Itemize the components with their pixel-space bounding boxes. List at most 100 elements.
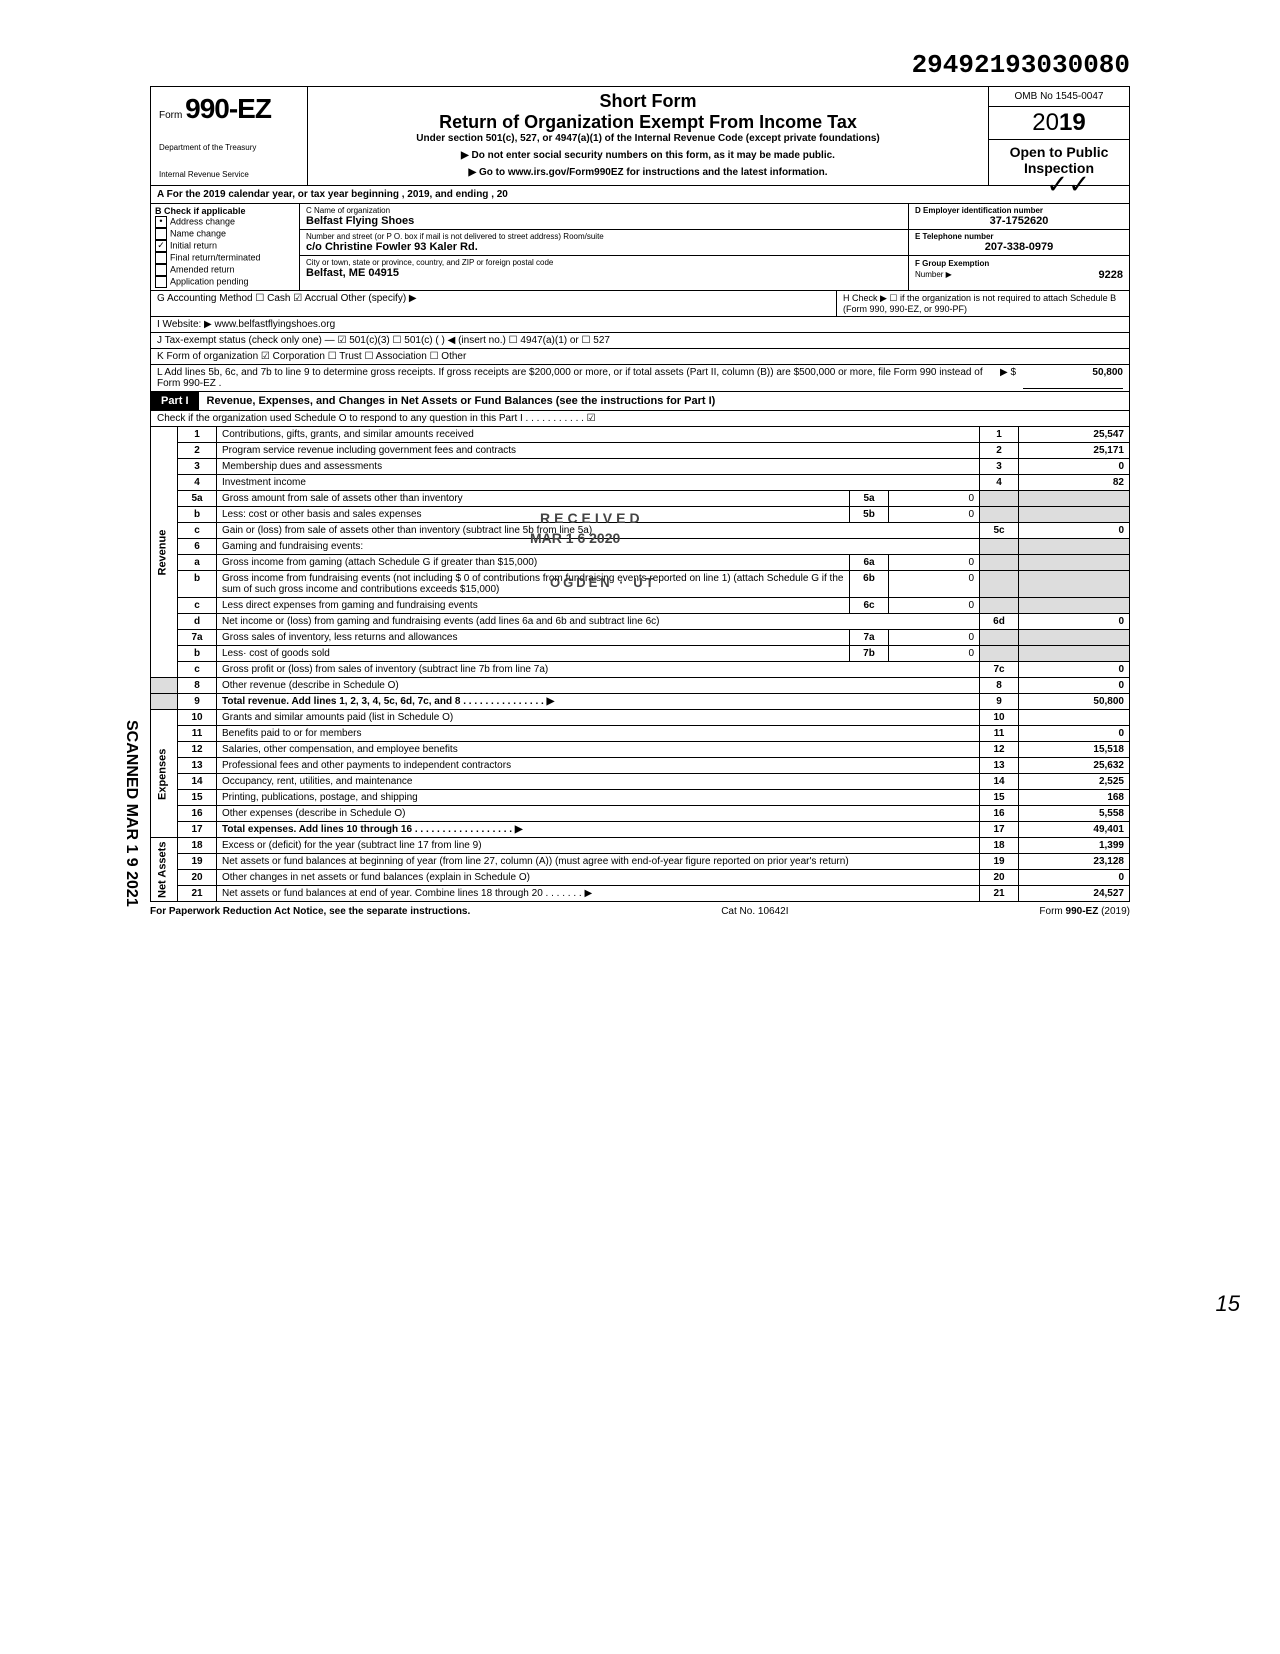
line-5c-num: c xyxy=(178,523,217,539)
col-f-group-label: F Group Exemption xyxy=(915,259,989,268)
line-6b-num: b xyxy=(178,571,217,598)
row-l-amount: 50,800 xyxy=(1023,367,1123,389)
side-label-revenue: Revenue xyxy=(151,427,178,678)
line-9-box: 9 xyxy=(980,694,1019,710)
line-6c-text: Less direct expenses from gaming and fun… xyxy=(217,598,850,614)
line-7b-midbox: 7b xyxy=(850,646,889,662)
line-6c-midval: 0 xyxy=(889,598,980,614)
line-11-amt: 0 xyxy=(1019,726,1130,742)
col-d-ein-label: D Employer identification number xyxy=(915,206,1123,215)
line-6a-num: a xyxy=(178,555,217,571)
stamp-received: RECEIVED xyxy=(540,510,644,526)
line-14-text: Occupancy, rent, utilities, and maintena… xyxy=(217,774,980,790)
line-7a-midval: 0 xyxy=(889,630,980,646)
part-1-check: Check if the organization used Schedule … xyxy=(150,411,1130,427)
form-number: 990-EZ xyxy=(185,93,271,124)
line-1-box: 1 xyxy=(980,427,1019,443)
line-12-box: 12 xyxy=(980,742,1019,758)
line-2-amt: 25,171 xyxy=(1019,443,1130,459)
col-f-number-label: Number ▶ xyxy=(915,270,952,279)
line-5c-box: 5c xyxy=(980,523,1019,539)
checkbox-name-change[interactable] xyxy=(155,228,167,240)
line-12-num: 12 xyxy=(178,742,217,758)
line-4-num: 4 xyxy=(178,475,217,491)
year-suffix: 19 xyxy=(1059,109,1086,136)
line-14-num: 14 xyxy=(178,774,217,790)
section-b-c-d-e: B Check if applicable •Address change Na… xyxy=(150,204,1130,291)
line-6d-text: Net income or (loss) from gaming and fun… xyxy=(217,614,980,630)
line-5b-midbox: 5b xyxy=(850,507,889,523)
checkbox-amended[interactable] xyxy=(155,264,167,276)
row-h-schedule-b: H Check ▶ ☐ if the organization is not r… xyxy=(836,291,1130,317)
dept-irs: Internal Revenue Service xyxy=(159,170,299,179)
line-14-box: 14 xyxy=(980,774,1019,790)
page-number: 15 xyxy=(0,1291,1240,1317)
line-15-num: 15 xyxy=(178,790,217,806)
checkbox-final-return[interactable] xyxy=(155,252,167,264)
line-11-text: Benefits paid to or for members xyxy=(217,726,980,742)
page-footer: For Paperwork Reduction Act Notice, see … xyxy=(150,902,1130,921)
line-19-box: 19 xyxy=(980,854,1019,870)
line-4-amt: 82 xyxy=(1019,475,1130,491)
row-g-accounting: G Accounting Method ☐ Cash ☑ Accrual Oth… xyxy=(150,291,836,317)
stamp-date: MAR 1 6 2020 xyxy=(530,530,620,546)
line-18-amt: 1,399 xyxy=(1019,838,1130,854)
ssn-warning: ▶ Do not enter social security numbers o… xyxy=(314,150,982,161)
stamp-ogden: OGDEN · UT xyxy=(550,575,657,590)
line-10-num: 10 xyxy=(178,710,217,726)
row-l-text: L Add lines 5b, 6c, and 7b to line 9 to … xyxy=(157,367,993,389)
line-7b-text: Less· cost of goods sold xyxy=(217,646,850,662)
line-5c-amt: 0 xyxy=(1019,523,1130,539)
line-18-text: Excess or (deficit) for the year (subtra… xyxy=(217,838,980,854)
line-20-text: Other changes in net assets or fund bala… xyxy=(217,870,980,886)
row-a-tax-year: A For the 2019 calendar year, or tax yea… xyxy=(150,186,1130,204)
line-7c-text: Gross profit or (loss) from sales of inv… xyxy=(217,662,980,678)
line-8-box: 8 xyxy=(980,678,1019,694)
line-6b-midval: 0 xyxy=(889,571,980,598)
year-prefix: 20 xyxy=(1032,109,1059,136)
row-j-tax-exempt: J Tax-exempt status (check only one) — ☑… xyxy=(150,333,1130,349)
col-c-name-label: C Name of organization xyxy=(306,206,902,215)
line-6d-amt: 0 xyxy=(1019,614,1130,630)
line-19-amt: 23,128 xyxy=(1019,854,1130,870)
line-7a-text: Gross sales of inventory, less returns a… xyxy=(217,630,850,646)
line-3-text: Membership dues and assessments xyxy=(217,459,980,475)
under-section: Under section 501(c), 527, or 4947(a)(1)… xyxy=(314,133,982,144)
line-10-amt xyxy=(1019,710,1130,726)
line-1-amt: 25,547 xyxy=(1019,427,1130,443)
row-i-website: I Website: ▶ www.belfastflyingshoes.org xyxy=(150,317,1130,333)
line-18-box: 18 xyxy=(980,838,1019,854)
checkbox-initial-return[interactable]: ✓ xyxy=(155,240,167,252)
lbl-address-change: Address change xyxy=(170,216,235,226)
line-6d-num: d xyxy=(178,614,217,630)
org-address: c/o Christine Fowler 93 Kaler Rd. xyxy=(306,241,902,253)
phone-value: 207-338-0979 xyxy=(915,241,1123,253)
line-16-box: 16 xyxy=(980,806,1019,822)
line-6a-midval: 0 xyxy=(889,555,980,571)
line-5b-midval: 0 xyxy=(889,507,980,523)
side-label-expenses: Expenses xyxy=(151,710,178,838)
stamp-scanned: SCANNED MAR 1 9 2021 xyxy=(122,720,140,907)
lbl-app-pending: Application pending xyxy=(170,276,249,286)
short-form-label: Short Form xyxy=(314,91,982,112)
lbl-name-change: Name change xyxy=(170,228,226,238)
line-8-amt: 0 xyxy=(1019,678,1130,694)
return-title: Return of Organization Exempt From Incom… xyxy=(314,112,982,133)
omb-number: OMB No 1545-0047 xyxy=(989,87,1129,107)
line-6-num: 6 xyxy=(178,539,217,555)
line-2-box: 2 xyxy=(980,443,1019,459)
line-7c-amt: 0 xyxy=(1019,662,1130,678)
line-11-box: 11 xyxy=(980,726,1019,742)
checkbox-application-pending[interactable] xyxy=(155,276,167,288)
line-16-text: Other expenses (describe in Schedule O) xyxy=(217,806,980,822)
checkbox-address-change[interactable]: • xyxy=(155,216,167,228)
line-18-num: 18 xyxy=(178,838,217,854)
line-1-num: 1 xyxy=(178,427,217,443)
line-4-text: Investment income xyxy=(217,475,980,491)
line-14-amt: 2,525 xyxy=(1019,774,1130,790)
line-8-num: 8 xyxy=(178,678,217,694)
line-5b-text: Less: cost or other basis and sales expe… xyxy=(217,507,850,523)
top-document-id: 29492193030080 xyxy=(150,50,1130,80)
row-l-gross-receipts: L Add lines 5b, 6c, and 7b to line 9 to … xyxy=(150,365,1130,392)
line-19-num: 19 xyxy=(178,854,217,870)
